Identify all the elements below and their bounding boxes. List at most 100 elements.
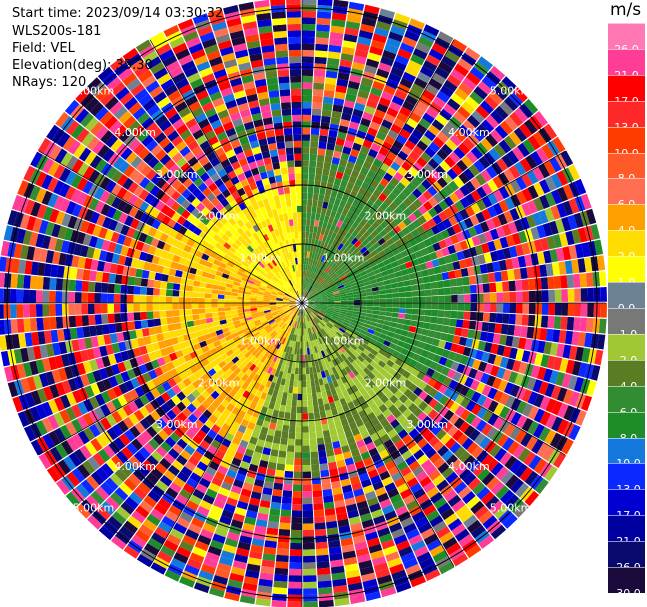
- velocity-gate: [329, 38, 343, 47]
- velocity-gate: [276, 463, 285, 471]
- velocity-gate: [306, 277, 309, 285]
- velocity-gate: [361, 238, 370, 247]
- velocity-gate: [250, 305, 257, 309]
- velocity-gate: [348, 276, 356, 282]
- velocity-gate: [322, 282, 329, 288]
- velocity-gate: [506, 358, 516, 371]
- velocity-gate: [577, 332, 586, 347]
- velocity-gate: [461, 101, 475, 115]
- velocity-gate: [305, 292, 310, 298]
- velocity-gate: [81, 303, 89, 315]
- velocity-gate: [390, 66, 404, 78]
- velocity-gate: [505, 335, 514, 347]
- velocity-gate: [320, 308, 328, 311]
- velocity-gate: [211, 293, 219, 299]
- velocity-gate: [272, 489, 283, 497]
- velocity-gate: [360, 145, 370, 155]
- velocity-gate: [544, 383, 556, 398]
- velocity-gate: [286, 451, 295, 459]
- velocity-gate: [353, 296, 361, 301]
- velocity-gate: [48, 290, 56, 303]
- velocity-gate: [311, 386, 317, 394]
- velocity-gate: [350, 68, 364, 78]
- velocity-gate: [331, 287, 339, 292]
- velocity-gate: [354, 240, 362, 248]
- velocity-gate: [561, 216, 572, 232]
- velocity-gate: [371, 212, 380, 221]
- velocity-gate: [435, 66, 450, 80]
- velocity-gate: [365, 58, 380, 69]
- velocity-gate: [304, 283, 306, 291]
- velocity-gate: [310, 258, 314, 266]
- velocity-gate: [302, 23, 316, 31]
- velocity-gate: [452, 223, 462, 234]
- velocity-gate: [487, 240, 497, 252]
- velocity-gate: [376, 103, 389, 113]
- velocity-gate: [354, 178, 364, 188]
- velocity-gate: [465, 257, 474, 268]
- velocity-gate: [424, 146, 436, 158]
- velocity-gate: [535, 290, 543, 302]
- velocity-gate: [338, 272, 346, 279]
- velocity-gate: [463, 168, 475, 181]
- velocity-gate: [292, 491, 302, 498]
- velocity-gate: [326, 142, 336, 151]
- velocity-gate: [372, 158, 383, 168]
- velocity-gate: [68, 315, 77, 328]
- velocity-gate: [493, 189, 504, 202]
- velocity-gate: [383, 340, 391, 347]
- velocity-gate: [391, 287, 399, 294]
- velocity-gate: [327, 297, 335, 301]
- velocity-gate: [319, 270, 325, 277]
- velocity-gate: [322, 221, 328, 229]
- velocity-gate: [318, 194, 325, 202]
- velocity-gate: [324, 258, 331, 265]
- velocity-gate: [338, 315, 346, 320]
- velocity-gate: [504, 116, 519, 131]
- velocity-gate: [303, 568, 317, 576]
- velocity-gate: [363, 213, 372, 222]
- velocity-gate: [291, 523, 302, 531]
- velocity-gate: [306, 205, 312, 213]
- velocity-gate: [419, 334, 428, 343]
- velocity-gate: [329, 31, 344, 40]
- velocity-gate: [306, 284, 309, 291]
- velocity-gate: [351, 229, 359, 238]
- velocity-gate: [306, 251, 310, 259]
- velocity-gate: [293, 380, 298, 388]
- velocity-gate: [326, 276, 333, 283]
- velocity-gate: [454, 327, 463, 337]
- velocity-gate: [407, 59, 422, 72]
- velocity-gate: [427, 330, 436, 338]
- velocity-gate: [334, 198, 342, 206]
- velocity-gate: [102, 324, 110, 335]
- velocity-gate: [361, 274, 369, 280]
- velocity-gate: [473, 86, 488, 100]
- velocity-gate: [302, 69, 314, 77]
- velocity-gate: [211, 312, 219, 318]
- velocity-gate: [573, 317, 581, 331]
- velocity-gate: [509, 291, 517, 303]
- velocity-gate: [357, 36, 372, 46]
- velocity-gate: [556, 387, 568, 402]
- velocity-gate: [87, 303, 95, 315]
- velocity-gate: [205, 317, 214, 324]
- velocity-gate: [334, 278, 342, 284]
- velocity-gate: [432, 96, 447, 109]
- velocity-gate: [528, 290, 536, 302]
- velocity-gate: [359, 292, 367, 297]
- velocity-gate: [468, 164, 480, 177]
- velocity-gate: [191, 308, 199, 315]
- velocity-gate: [353, 305, 361, 309]
- velocity-gate: [312, 193, 319, 201]
- velocity-gate: [346, 294, 354, 299]
- velocity-gate: [120, 312, 128, 322]
- velocity-gate: [127, 321, 136, 331]
- velocity-gate: [481, 208, 492, 221]
- velocity-gate: [328, 252, 334, 260]
- velocity-gate: [68, 291, 76, 303]
- velocity-gate: [428, 196, 439, 208]
- velocity-gate: [375, 225, 384, 234]
- velocity-gate: [492, 175, 504, 189]
- velocity-gate: [454, 188, 465, 200]
